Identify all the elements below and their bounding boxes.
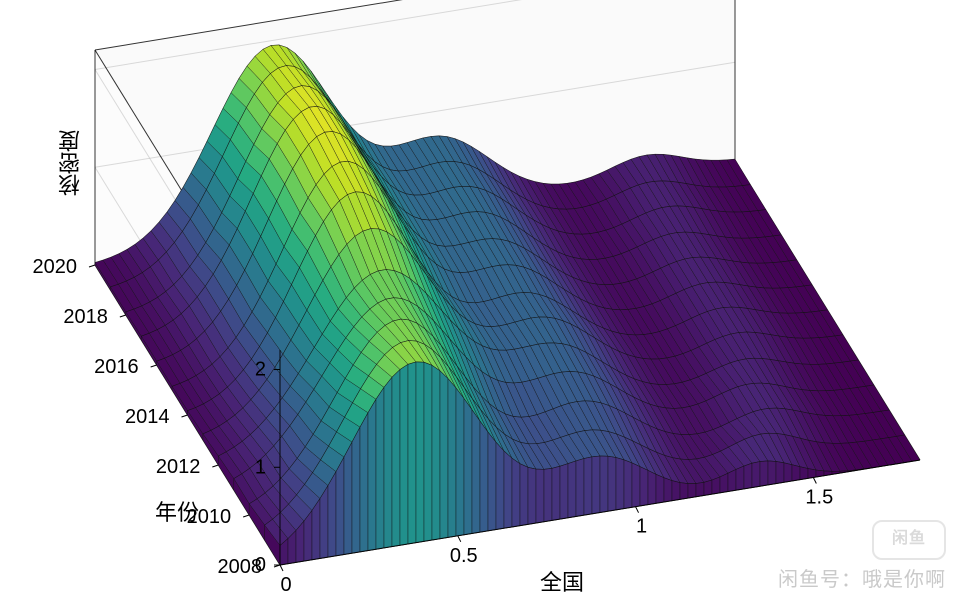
svg-text:2012: 2012: [156, 456, 201, 478]
watermark-badge: 闲鱼: [872, 520, 946, 560]
watermark-text: 闲鱼号：哦是你啊: [778, 563, 946, 592]
svg-text:2: 2: [255, 359, 266, 381]
x-axis-label: 全国: [540, 565, 584, 597]
svg-text:0: 0: [280, 574, 291, 596]
svg-text:1: 1: [255, 456, 266, 478]
svg-text:1: 1: [636, 516, 647, 538]
kernel-density-3d-surface: 200820102012201420162018202000.511.5012 …: [0, 0, 964, 602]
y-axis-label: 年份: [155, 495, 199, 527]
surface-svg: 200820102012201420162018202000.511.5012: [0, 0, 964, 602]
svg-text:2014: 2014: [125, 406, 170, 428]
svg-text:0.5: 0.5: [450, 545, 478, 567]
svg-text:2018: 2018: [63, 306, 108, 328]
svg-text:0: 0: [255, 554, 266, 576]
svg-text:2016: 2016: [94, 356, 139, 378]
svg-text:1.5: 1.5: [805, 487, 833, 509]
svg-text:2020: 2020: [33, 256, 78, 278]
z-axis-label: 核密度: [55, 130, 87, 196]
